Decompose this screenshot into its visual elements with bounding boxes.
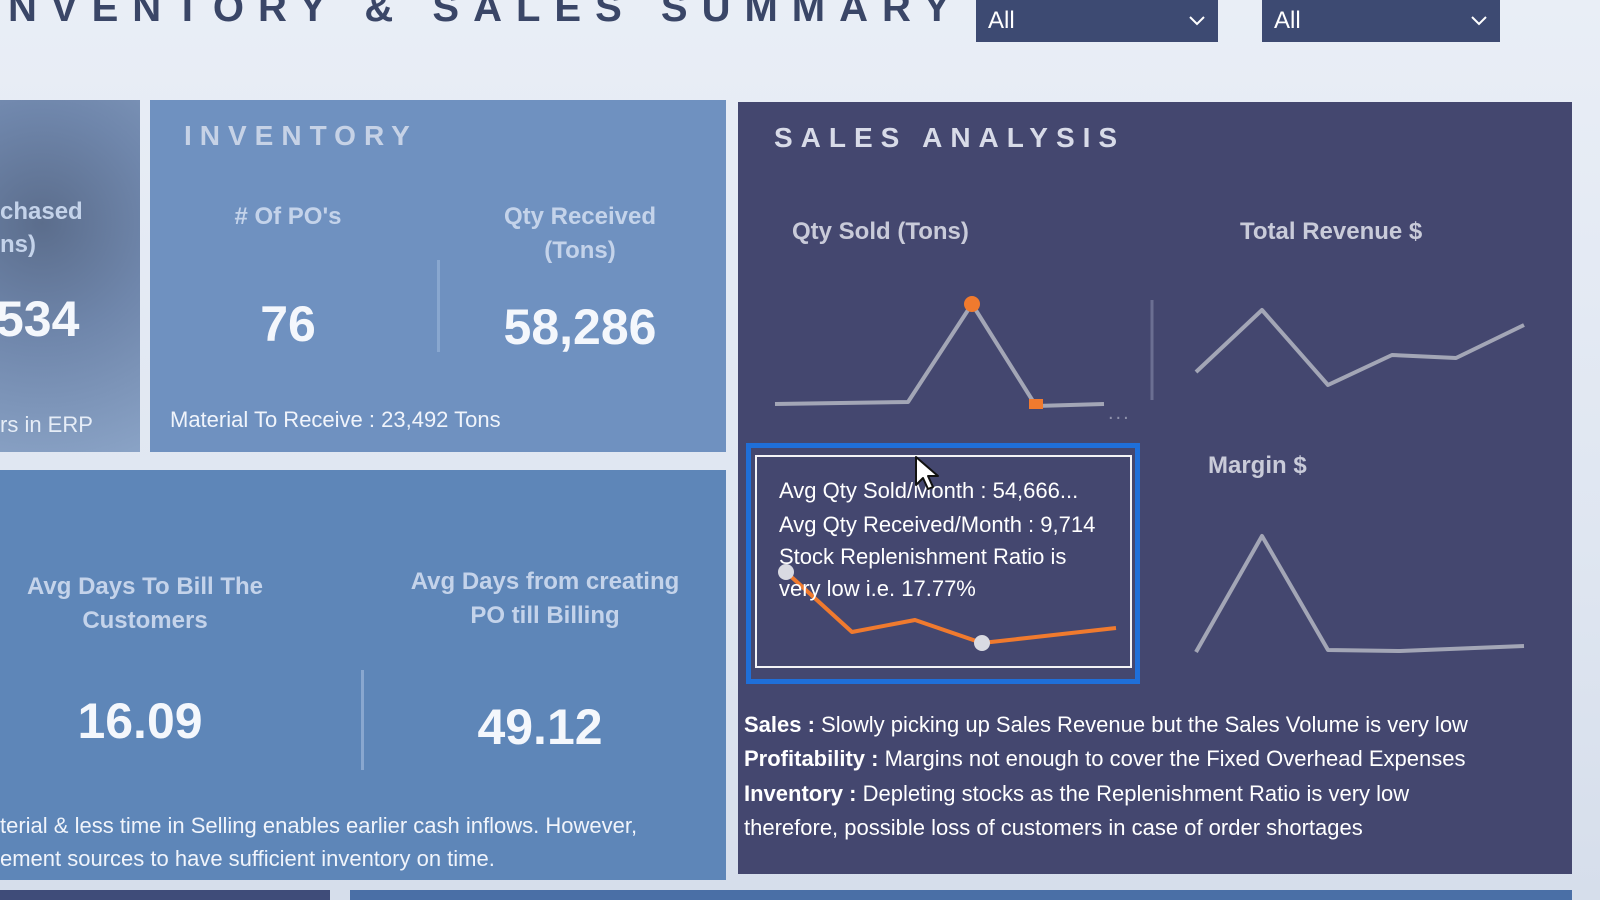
purchased-footnote: rs in ERP — [0, 412, 93, 437]
filter-dropdown-2[interactable]: All — [1262, 0, 1500, 42]
chevron-down-icon — [1189, 16, 1205, 26]
qty-sold-last-marker — [1029, 399, 1043, 409]
billing-card: Avg Days To Bill The Customers 16.09 Avg… — [0, 470, 726, 880]
qty-received-label-1: Qty Received — [503, 203, 657, 230]
insight-sales-key: Sales : — [744, 712, 815, 737]
po-billing-label-2: PO till Billing — [470, 602, 620, 629]
insight-inv-text: Depleting stocks as the Replenishment Ra… — [856, 781, 1410, 806]
margin-line — [1194, 534, 1525, 653]
tooltip-highlight-frame — [746, 443, 1140, 684]
tooltip-line-4: very low i.e. 17.77% — [779, 576, 976, 601]
filter-dropdown-2-value: All — [1274, 7, 1301, 34]
tooltip-line — [784, 570, 1117, 645]
inventory-divider — [437, 260, 440, 352]
page-title: NVENTORY & SALES SUMMARY — [8, 0, 965, 30]
insight-profitability: Profitability : Margins not enough to co… — [744, 746, 1465, 772]
tooltip-box — [755, 455, 1132, 668]
purchased-value: 534 — [0, 291, 80, 347]
qty-received-value: 58,286 — [503, 299, 657, 355]
insight-inv-key: Inventory : — [744, 781, 857, 806]
po-billing-label-1: Avg Days from creating — [410, 568, 680, 595]
qty-received-label-2: (Tons) — [544, 237, 616, 264]
margin-title: Margin $ — [1208, 452, 1307, 479]
material-to-receive-note: Material To Receive : 23,492 Tons — [170, 407, 501, 432]
inventory-heading: INVENTORY — [184, 120, 418, 151]
total-revenue-title: Total Revenue $ — [1240, 218, 1423, 245]
purchased-label-1: chased — [0, 198, 83, 225]
pos-label: # Of PO's — [234, 203, 342, 230]
purchased-card: chased ns) 534 rs in ERP — [0, 100, 140, 452]
filter-dropdown-1[interactable]: All — [976, 0, 1218, 42]
bill-days-label-1: Avg Days To Bill The — [26, 573, 264, 600]
purchased-label-2: ns) — [0, 231, 36, 258]
bill-days-value: 16.09 — [77, 693, 203, 749]
tooltip-line-2: Avg Qty Received/Month : 9,714 — [779, 512, 1096, 537]
qty-sold-line — [774, 302, 1105, 408]
billing-note-2: ement sources to have sufficient invento… — [0, 846, 495, 871]
po-billing-value: 49.12 — [477, 699, 603, 755]
billing-divider — [361, 670, 364, 770]
sales-heading: SALES ANALYSIS — [774, 122, 1126, 153]
bill-days-label-2: Customers — [82, 607, 208, 634]
filter-dropdown-1-value: All — [988, 7, 1015, 34]
billing-note-1: terial & less time in Selling enables ea… — [0, 813, 638, 838]
insight-profit-text: Margins not enough to cover the Fixed Ov… — [878, 746, 1466, 771]
qty-sold-title: Qty Sold (Tons) — [792, 218, 969, 245]
sales-analysis-card: SALES ANALYSIS Qty Sold (Tons) Total Rev… — [738, 102, 1572, 874]
pos-value: 76 — [260, 296, 316, 352]
tooltip-line-3: Stock Replenishment Ratio is — [779, 544, 1067, 569]
bottom-card-edge-2 — [350, 890, 1572, 900]
insight-inventory-2: therefore, possible loss of customers in… — [744, 815, 1363, 840]
qty-sold-max-marker — [964, 296, 980, 312]
insight-profit-key: Profitability : — [744, 746, 879, 771]
inventory-card: INVENTORY # Of PO's 76 Qty Received (Ton… — [150, 100, 726, 452]
bottom-card-edge-1 — [0, 890, 330, 900]
chevron-down-icon — [1471, 16, 1487, 26]
tooltip-first-marker — [778, 564, 794, 580]
insight-sales-text: Slowly picking up Sales Revenue but the … — [814, 712, 1468, 737]
insight-inventory: Inventory : Depleting stocks as the Repl… — [744, 781, 1409, 807]
tooltip-min-marker — [974, 635, 990, 651]
more-options-icon[interactable]: ... — [1108, 402, 1131, 424]
mouse-cursor-icon — [915, 456, 939, 490]
total-revenue-line — [1194, 308, 1525, 387]
insight-sales: Sales : Slowly picking up Sales Revenue … — [744, 712, 1468, 738]
